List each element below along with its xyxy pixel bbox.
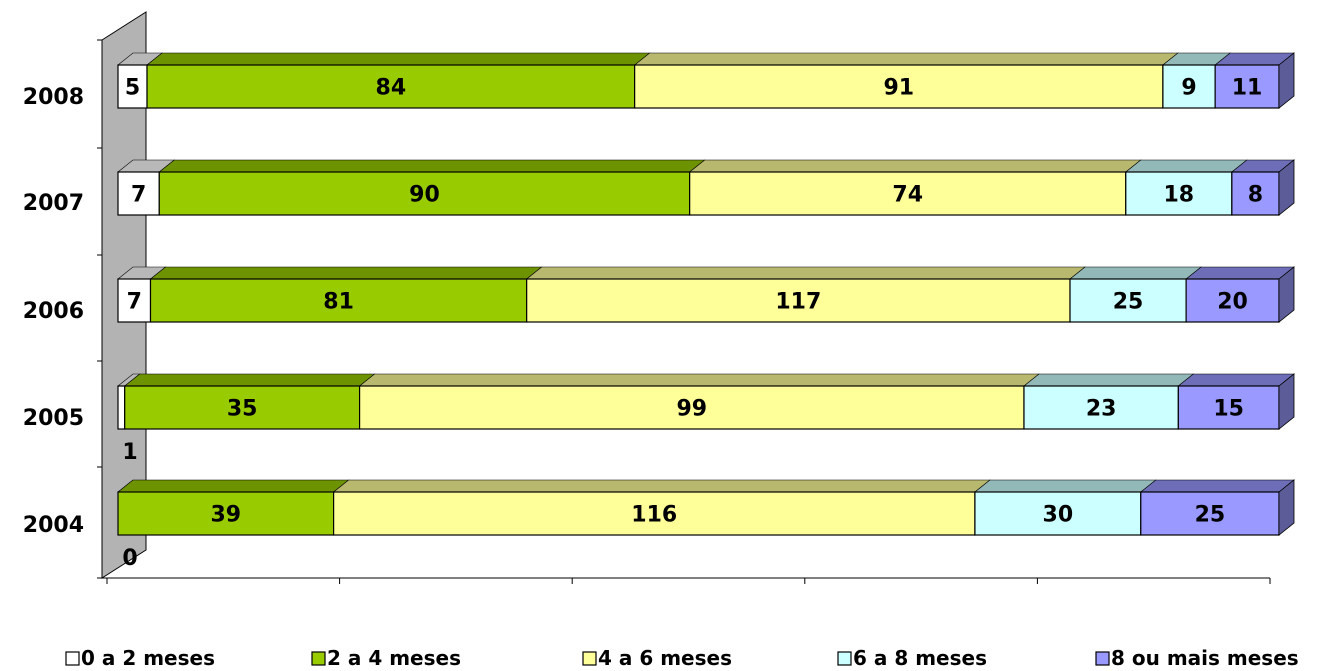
bar-top-face — [633, 52, 1179, 66]
chart-axes — [97, 39, 1271, 584]
bar-top-face — [1069, 266, 1202, 280]
data-label: 99 — [676, 397, 707, 422]
bar-top-face — [688, 159, 1142, 173]
bar-segment — [1069, 278, 1187, 323]
legend-swatch — [582, 651, 597, 666]
bar-top-face — [149, 266, 543, 280]
data-label: 35 — [227, 397, 258, 422]
category-label: 2005 — [23, 406, 84, 431]
data-label: 15 — [1213, 397, 1244, 422]
bar-segment — [1214, 64, 1280, 109]
bar-segment — [117, 64, 148, 109]
bar-segment — [117, 385, 126, 430]
bar-segment — [1140, 491, 1280, 536]
data-label: 5 — [125, 76, 140, 101]
bar-side-face — [1278, 266, 1295, 323]
bar-segment — [333, 491, 976, 536]
category-label: 2006 — [23, 299, 84, 324]
data-label: 25 — [1195, 503, 1226, 528]
legend-label: 2 a 4 meses — [327, 646, 461, 670]
data-label: 91 — [883, 76, 914, 101]
bar-segment — [634, 64, 1164, 109]
bar-segment — [158, 171, 691, 216]
legend-swatch — [837, 651, 852, 666]
category-labels: 2004 2005 2006 2007 2008 — [23, 85, 84, 538]
legend-label: 0 a 2 meses — [81, 646, 215, 670]
legend: 0 a 2 meses 2 a 4 meses 4 a 6 meses 6 a 8 m… — [65, 646, 1299, 670]
bar-top-face — [1177, 373, 1295, 387]
bar-segment — [124, 385, 361, 430]
bar-top-face — [974, 479, 1157, 493]
legend-label: 4 a 6 meses — [598, 646, 732, 670]
legend-swatch — [65, 651, 80, 666]
legend-label: 8 ou mais meses — [1111, 646, 1299, 670]
data-label: 1 — [122, 440, 137, 465]
data-label: 8 — [1248, 183, 1263, 208]
data-label: 39 — [210, 503, 241, 528]
bar-top-face — [332, 479, 991, 493]
bar-segment — [1023, 385, 1179, 430]
bar-side-face — [1278, 52, 1295, 109]
data-label: 11 — [1232, 76, 1263, 101]
data-label: 30 — [1043, 503, 1074, 528]
data-label: 81 — [323, 290, 354, 315]
data-label: 116 — [631, 503, 677, 528]
data-label: 23 — [1086, 397, 1117, 422]
bar-top-face — [1139, 479, 1295, 493]
category-label: 2004 — [23, 513, 84, 538]
bar-top-face — [158, 159, 706, 173]
legend-swatch — [311, 651, 326, 666]
chart-bars: 0 39 116 30 25 1 35 99 23 15 7 81 117 25 20 7 90 74 18 8 5 84… — [117, 52, 1295, 571]
data-label: 7 — [127, 290, 142, 315]
data-label: 117 — [775, 290, 821, 315]
bar-top-face — [146, 52, 651, 66]
bar-top-face — [525, 266, 1086, 280]
bar-side-face — [1278, 479, 1295, 536]
legend-label: 6 a 8 meses — [853, 646, 987, 670]
data-label: 90 — [409, 183, 440, 208]
bar-segment — [117, 171, 160, 216]
bar-top-face — [1185, 266, 1295, 280]
legend-swatch — [1095, 651, 1110, 666]
data-label: 0 — [122, 546, 137, 571]
bar-segment — [117, 491, 335, 536]
category-label: 2008 — [23, 85, 84, 110]
bar-top-face — [1124, 159, 1248, 173]
data-label: 9 — [1181, 76, 1196, 101]
bar-side-face — [1278, 373, 1295, 430]
bar-segment — [974, 491, 1142, 536]
data-label: 84 — [376, 76, 407, 101]
bar-segment — [117, 278, 152, 323]
data-label: 25 — [1113, 290, 1144, 315]
data-label: 20 — [1217, 290, 1248, 315]
bar-top-face — [1023, 373, 1195, 387]
bar-segment — [1125, 171, 1233, 216]
bar-top-face — [358, 373, 1040, 387]
bar-segment — [689, 171, 1127, 216]
bar-segment — [1185, 278, 1280, 323]
bar-segment — [1231, 171, 1280, 216]
data-label: 74 — [892, 183, 923, 208]
bar-top-face — [117, 479, 350, 493]
data-label: 18 — [1163, 183, 1194, 208]
category-label: 2007 — [23, 191, 84, 216]
data-label: 7 — [131, 183, 146, 208]
bar-side-face — [1278, 159, 1295, 216]
bar-top-face — [123, 373, 376, 387]
bar-segment — [146, 64, 636, 109]
